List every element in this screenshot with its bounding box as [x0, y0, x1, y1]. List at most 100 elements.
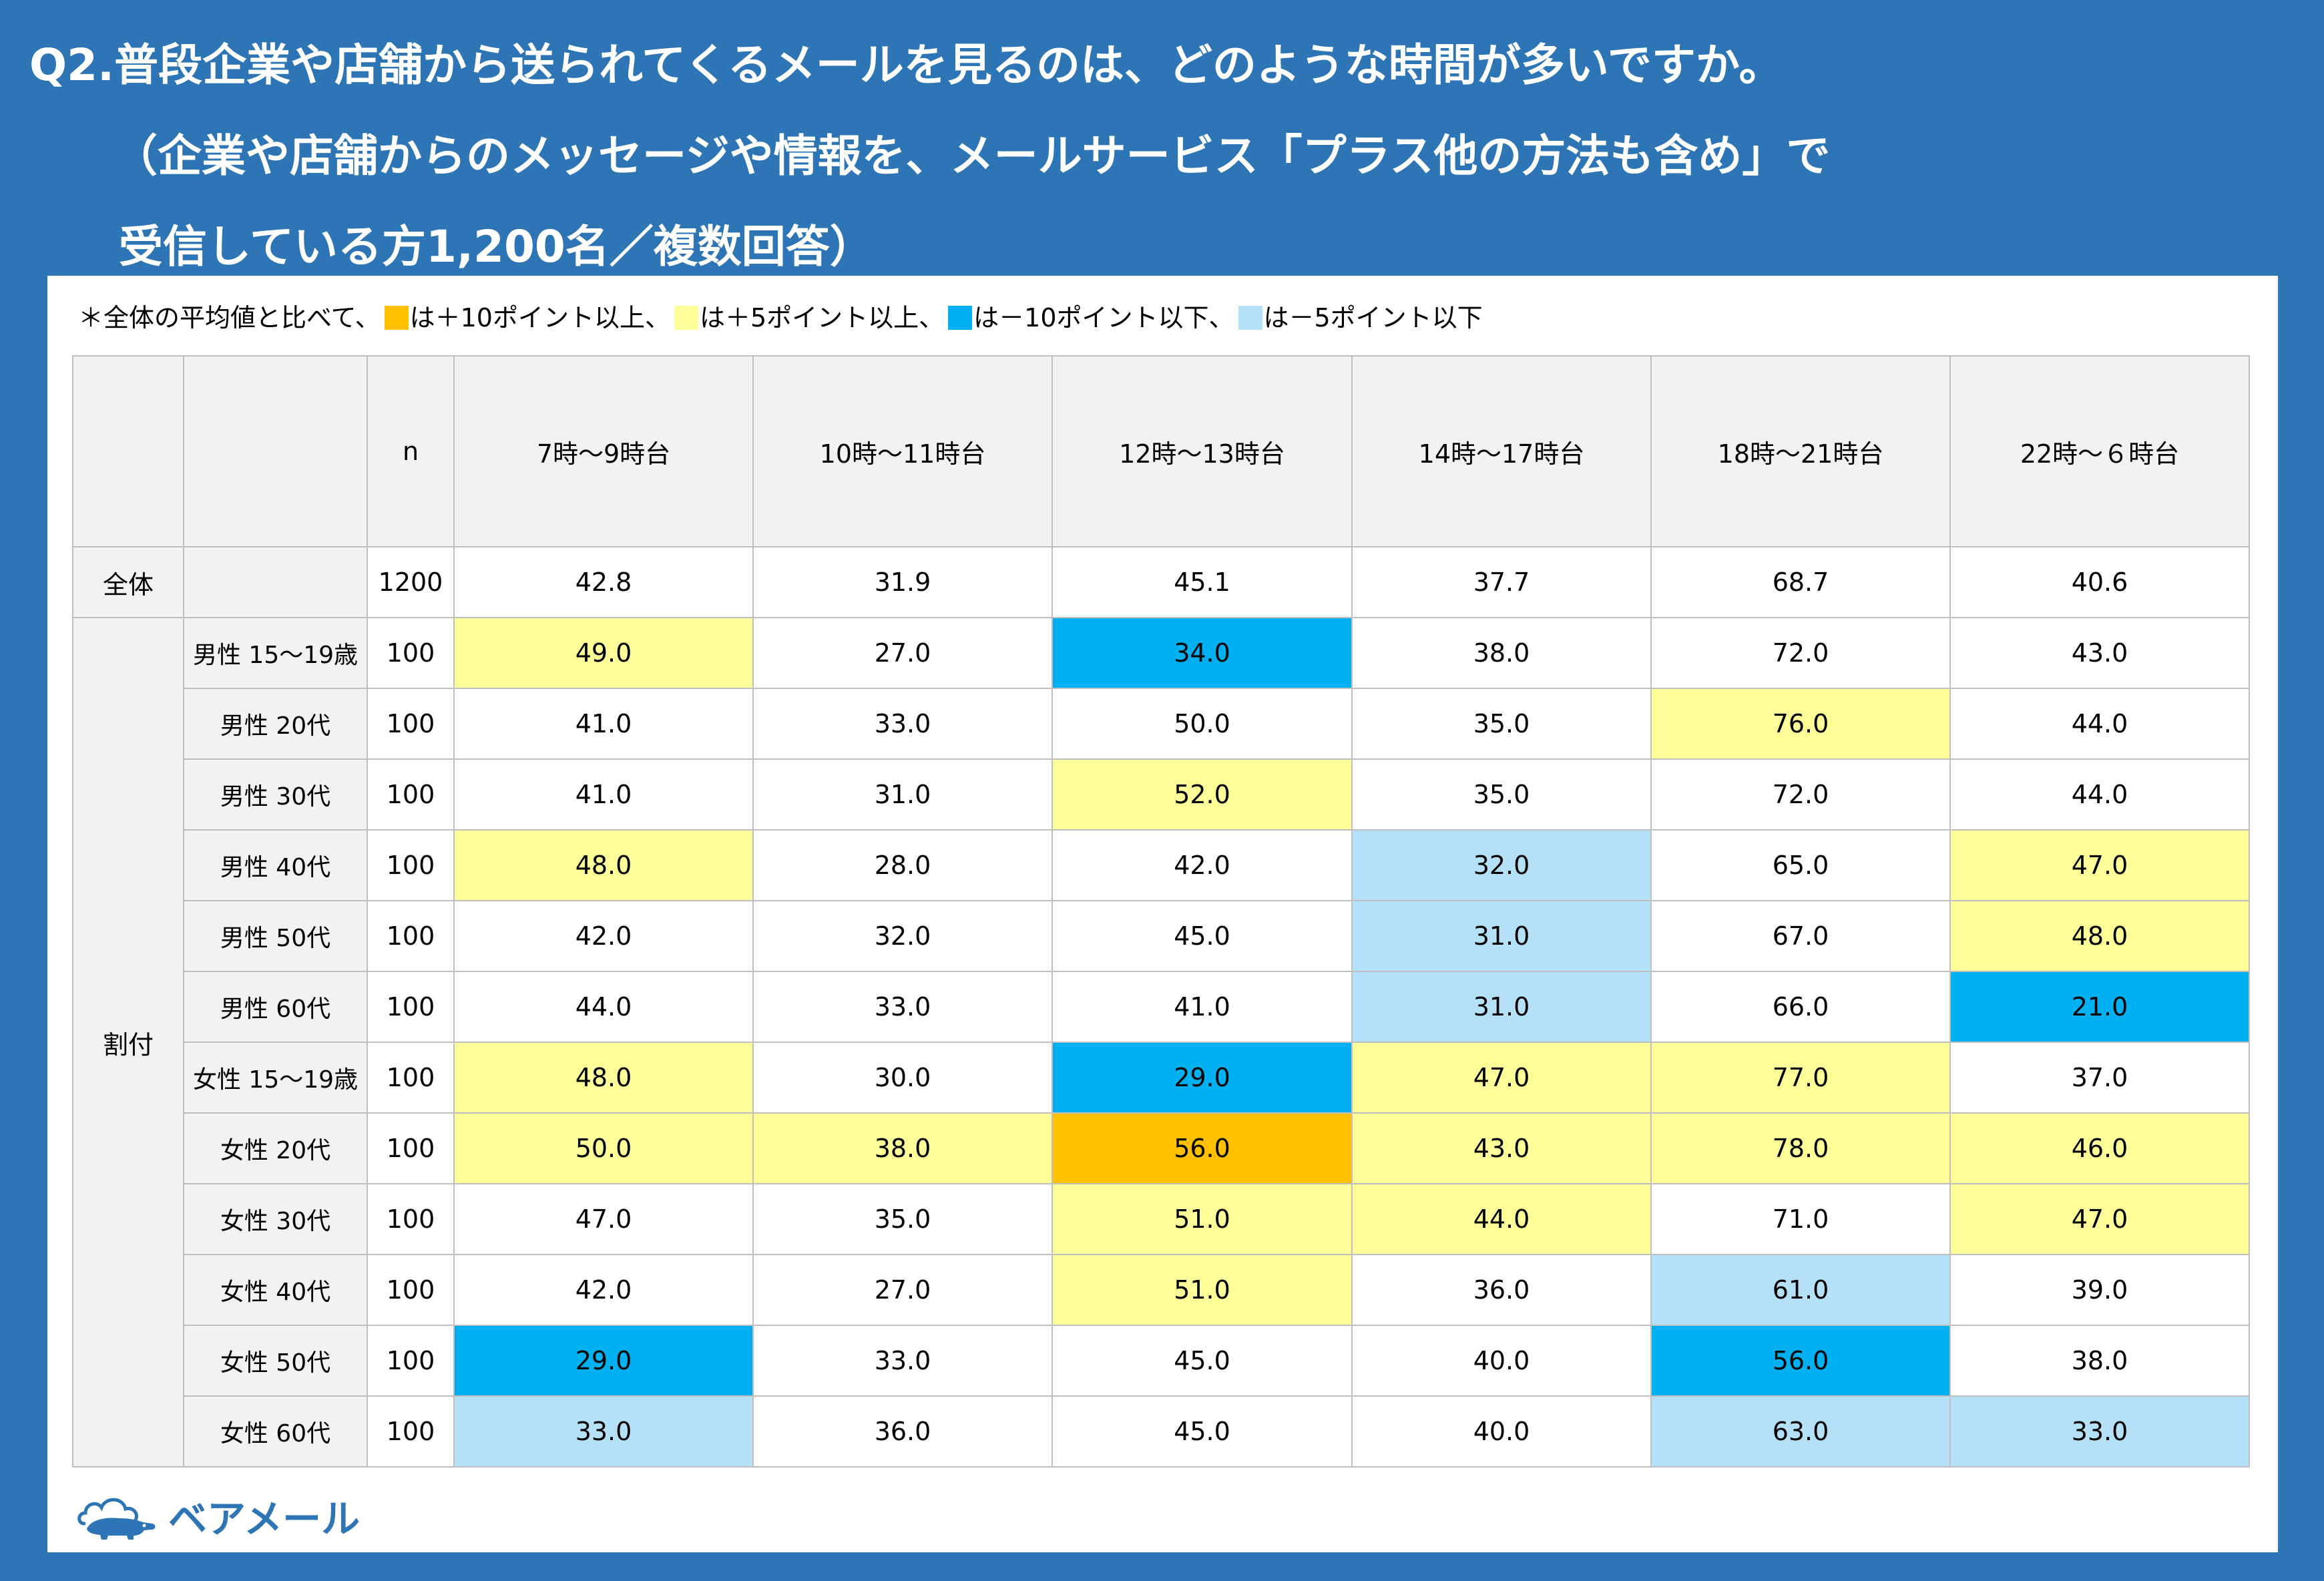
value-cell: 65.0 [1650, 829, 1951, 901]
legend-swatch-plus5 [674, 306, 698, 330]
value-cell: 33.0 [752, 1325, 1053, 1397]
column-header: 18時～21時台 [1650, 355, 1951, 547]
value-cell: 46.0 [1949, 1112, 2250, 1184]
value-cell: 41.0 [453, 688, 754, 760]
value-cell: 36.0 [752, 1395, 1053, 1467]
row-label: 男性 60代 [183, 971, 368, 1043]
value-cell: 45.0 [1052, 900, 1353, 972]
value-cell: 33.0 [1949, 1395, 2250, 1467]
title-line-1: Q2.普段企業や店舗から送られてくるメールを見るのは、どのような時間が多いですか… [29, 39, 1783, 91]
value-cell: 47.0 [1949, 1183, 2250, 1255]
n-cell: 100 [367, 1112, 455, 1184]
row-label: 女性 40代 [183, 1254, 368, 1326]
row-label: 女性 15～19歳 [183, 1042, 368, 1114]
value-cell: 38.0 [1949, 1325, 2250, 1397]
row-label: 女性 60代 [183, 1395, 368, 1467]
results-table-wrapper: n 7時～9時台 10時～11時台 12時～13時台 14時～17時台 18時～21時台 2… [72, 355, 2250, 1467]
value-cell: 50.0 [453, 1112, 754, 1184]
table-row: 男性 20代 100 41.0 33.0 50.0 35.0 76.0 44.0 [73, 688, 2250, 760]
value-cell: 51.0 [1052, 1183, 1353, 1255]
value-cell: 71.0 [1650, 1183, 1951, 1255]
value-cell: 52.0 [1052, 758, 1353, 831]
value-cell: 40.0 [1351, 1325, 1652, 1397]
value-cell: 37.7 [1351, 546, 1652, 618]
table-row: 女性 15～19歳 100 48.0 30.0 29.0 47.0 77.0 37.0 [73, 1042, 2250, 1114]
value-cell: 38.0 [1351, 617, 1652, 689]
table-row: 割付 男性 15～19歳 100 49.0 27.0 34.0 38.0 72.0 43.0 [72, 617, 2250, 1467]
n-cell: 100 [367, 1254, 455, 1326]
value-cell: 36.0 [1351, 1254, 1652, 1326]
header-blank-cell [72, 355, 184, 547]
value-cell: 61.0 [1650, 1254, 1951, 1326]
total-label: 全体 [72, 546, 184, 618]
legend-label-plus10: は＋10ポイント以上、 [409, 303, 670, 332]
value-cell: 44.0 [1949, 688, 2250, 760]
value-cell: 27.0 [752, 617, 1053, 689]
legend-swatch-minus5 [1238, 306, 1262, 330]
n-cell: 100 [367, 1395, 455, 1467]
table-row: 女性 40代 100 42.0 27.0 51.0 36.0 61.0 39.0 [73, 1254, 2250, 1326]
n-cell: 100 [367, 688, 455, 760]
value-cell: 44.0 [1949, 758, 2250, 831]
value-cell: 47.0 [453, 1183, 754, 1255]
value-cell: 45.0 [1052, 1395, 1353, 1467]
value-cell: 42.0 [453, 900, 754, 972]
value-cell: 76.0 [1650, 688, 1951, 760]
column-header: 10時～11時台 [752, 355, 1053, 547]
value-cell: 35.0 [1351, 688, 1652, 760]
table-row: 男性 50代 100 42.0 32.0 45.0 31.0 67.0 48.0 [73, 900, 2250, 972]
value-cell: 72.0 [1650, 617, 1951, 689]
question-title: Q2.普段企業や店舗から送られてくるメールを見るのは、どのような時間が多いですか… [29, 20, 2286, 292]
value-cell: 32.0 [752, 900, 1053, 972]
value-cell: 41.0 [1052, 971, 1353, 1043]
column-header: 22時～６時台 [1949, 355, 2250, 547]
value-cell: 43.0 [1351, 1112, 1652, 1184]
table-row: 男性 60代 100 44.0 33.0 41.0 31.0 66.0 21.0 [73, 971, 2250, 1043]
value-cell: 63.0 [1650, 1395, 1951, 1467]
value-cell: 33.0 [752, 688, 1053, 760]
table-row: 女性 50代 100 29.0 33.0 45.0 40.0 56.0 38.0 [73, 1325, 2250, 1397]
value-cell: 29.0 [453, 1325, 754, 1397]
row-label: 男性 40代 [183, 829, 368, 901]
value-cell: 47.0 [1351, 1042, 1652, 1114]
column-header: 14時～17時台 [1351, 355, 1652, 547]
n-cell: 100 [367, 829, 455, 901]
table-row: 女性 30代 100 47.0 35.0 51.0 44.0 71.0 47.0 [73, 1183, 2250, 1255]
value-cell: 33.0 [752, 971, 1053, 1043]
value-cell: 37.0 [1949, 1042, 2250, 1114]
value-cell: 21.0 [1949, 971, 2250, 1043]
row-label: 女性 30代 [183, 1183, 368, 1255]
row-label: 男性 15～19歳 [183, 617, 368, 689]
value-cell: 56.0 [1650, 1325, 1951, 1397]
value-cell: 77.0 [1650, 1042, 1951, 1114]
color-legend-note: ＊全体の平均値と比べて、 は＋10ポイント以上、 は＋5ポイント以上、 は－10ポイン… [78, 299, 1483, 336]
value-cell: 66.0 [1650, 971, 1951, 1043]
value-cell: 48.0 [453, 829, 754, 901]
value-cell: 29.0 [1052, 1042, 1353, 1114]
value-cell: 31.9 [752, 546, 1053, 618]
value-cell: 34.0 [1052, 617, 1353, 689]
value-cell: 40.6 [1949, 546, 2250, 618]
value-cell: 41.0 [453, 758, 754, 831]
value-cell: 31.0 [1351, 900, 1652, 972]
table-row: 女性 20代 100 50.0 38.0 56.0 43.0 78.0 46.0 [73, 1112, 2250, 1184]
value-cell: 45.0 [1052, 1325, 1353, 1397]
value-cell: 33.0 [453, 1395, 754, 1467]
value-cell: 28.0 [752, 829, 1053, 901]
value-cell: 78.0 [1650, 1112, 1951, 1184]
logo-text: ベアメール [168, 1496, 361, 1542]
table-row: 女性 60代 100 33.0 36.0 45.0 40.0 63.0 33.0 [73, 1395, 2250, 1467]
n-cell: 1200 [367, 546, 455, 618]
value-cell: 48.0 [453, 1042, 754, 1114]
table-row-total: 全体 1200 42.8 31.9 45.1 37.7 68.7 40.6 [72, 546, 2250, 618]
value-cell: 68.7 [1650, 546, 1951, 618]
n-cell: 100 [367, 1042, 455, 1114]
value-cell: 31.0 [752, 758, 1053, 831]
legend-label-minus10: は－10ポイント以下、 [973, 303, 1234, 332]
n-cell: 100 [367, 1325, 455, 1397]
value-cell: 44.0 [453, 971, 754, 1043]
table-row: 男性 30代 100 41.0 31.0 52.0 35.0 72.0 44.0 [73, 758, 2250, 831]
row-label: 男性 20代 [183, 688, 368, 760]
value-cell: 47.0 [1949, 829, 2250, 901]
value-cell: 72.0 [1650, 758, 1951, 831]
